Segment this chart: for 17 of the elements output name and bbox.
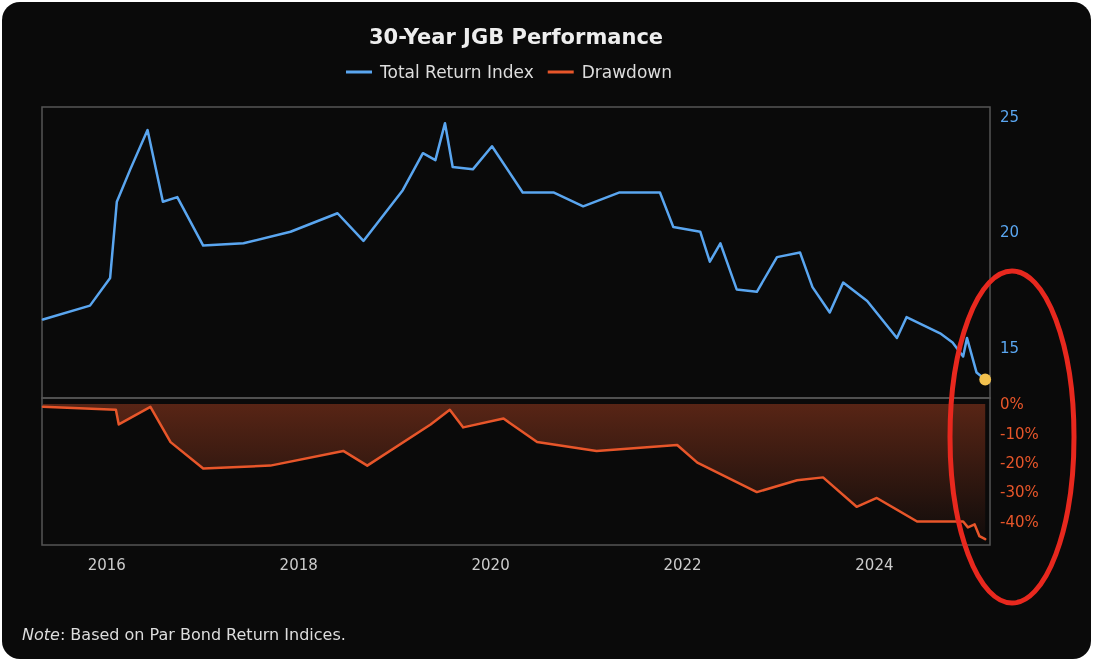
x-tick-label: 2018 [279,555,318,574]
y-tick-label: -20% [1000,453,1039,472]
text: Note: Based on Par Bond Return Indices. [22,625,346,644]
y-tick-label: -40% [1000,512,1039,531]
x-tick-label: 2016 [87,555,126,574]
x-tick-label: 2020 [471,555,510,574]
legend-label: Total Return Index [378,62,534,82]
legend-label: Drawdown [581,62,673,82]
chart-title: 30-Year JGB Performance [368,25,664,49]
y-tick-label: -30% [1000,483,1039,502]
y-tick-label: 25 [1000,107,1020,126]
x-tick-label: 2024 [855,555,894,574]
y-tick-label: 15 [1000,338,1020,357]
x-tick-label: 2022 [663,555,702,574]
y-tick-label: 0% [1000,395,1024,414]
y-tick-label: -10% [1000,424,1039,443]
y-tick-label: 20 [1000,223,1020,242]
